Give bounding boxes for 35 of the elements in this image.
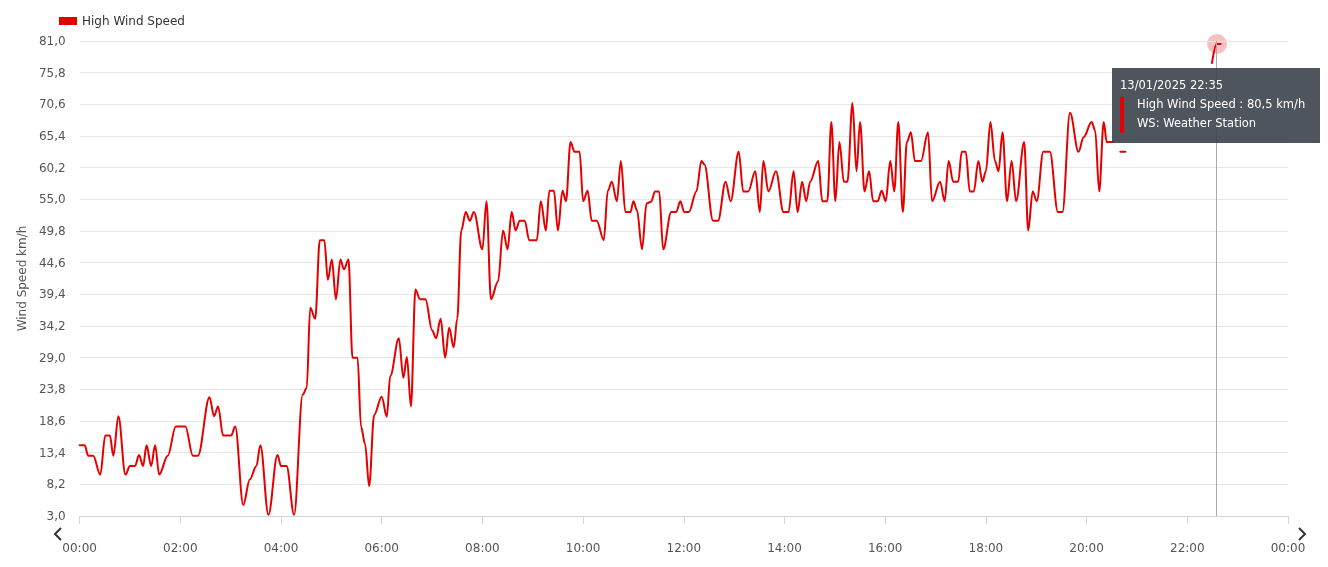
tooltip-panel: 13/01/2025 22:35 High Wind Speed : 80,5 km/h WS: Weather Station — [1112, 68, 1320, 144]
y-tick-label: 65,4 — [38, 129, 66, 143]
y-tick-label: 60,2 — [38, 160, 66, 175]
x-tick-label: 08:00 — [465, 541, 500, 555]
y-tick-label: 34,2 — [38, 319, 66, 333]
y-tick-label: 18,6 — [38, 414, 66, 428]
annotation: WS: Weather Station — [1137, 115, 1258, 133]
x-tick-label: 14:00 — [767, 541, 802, 555]
y-tick-label: 70,6 — [38, 97, 66, 112]
x-tick-label: 06:00 — [364, 541, 400, 555]
y-tick-label: 3,0 — [46, 509, 66, 523]
y-tick-label: 39,4 — [38, 287, 66, 302]
x-tick-label: 00:00 — [62, 541, 97, 555]
annotation: High Wind Speed : 80,5 km/h — [1137, 96, 1306, 114]
y-tick-label: 55,0 — [38, 192, 66, 207]
x-tick-label: 16:00 — [867, 541, 903, 555]
y-tick-label: 13,4 — [38, 445, 66, 460]
x-tick-label: 10:00 — [565, 541, 601, 555]
x-tick-label: 22:00 — [1170, 541, 1205, 555]
y-tick-label: 8,2 — [46, 477, 66, 492]
y-axis-title: Wind Speed km/h — [15, 225, 29, 332]
y-tick-label: 29,0 — [38, 350, 66, 365]
x-tick-label: 04:00 — [263, 541, 299, 555]
y-tick-label: 44,6 — [38, 255, 66, 270]
y-tick-label: 81,0 — [38, 34, 66, 48]
x-tick-label: 20:00 — [1069, 541, 1104, 555]
annotation: 13/01/2025 22:35 — [1120, 77, 1225, 95]
legend-label: High Wind Speed — [82, 14, 185, 28]
x-tick-label: 12:00 — [666, 541, 702, 555]
x-tick-label: 00:00 — [1270, 541, 1306, 555]
y-tick-label: 75,8 — [38, 65, 66, 80]
x-tick-label: 18:00 — [968, 541, 1004, 555]
y-tick-label: 49,8 — [38, 224, 66, 238]
x-tick-label: 02:00 — [163, 541, 198, 555]
y-tick-label: 23,8 — [38, 382, 66, 397]
